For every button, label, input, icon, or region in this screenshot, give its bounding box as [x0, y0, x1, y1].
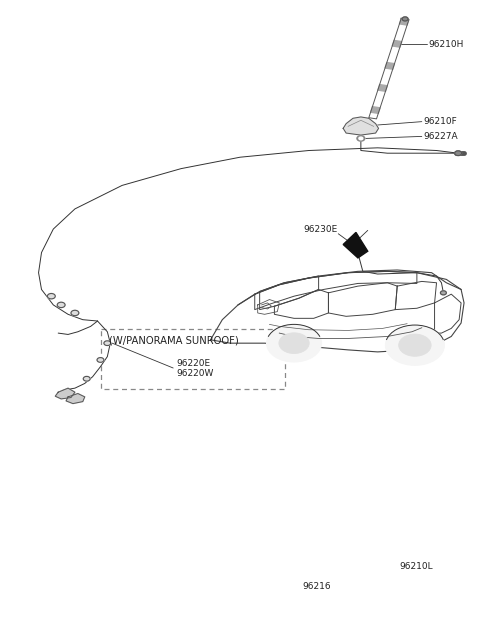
Polygon shape	[250, 548, 338, 582]
Polygon shape	[374, 95, 384, 102]
Circle shape	[441, 291, 446, 295]
Text: 96220E: 96220E	[176, 359, 210, 368]
Circle shape	[97, 358, 104, 362]
Circle shape	[385, 325, 444, 365]
Polygon shape	[343, 232, 368, 258]
Circle shape	[399, 334, 431, 356]
Circle shape	[254, 584, 262, 590]
Circle shape	[256, 585, 260, 588]
Text: 96210L: 96210L	[399, 562, 433, 571]
Circle shape	[83, 376, 90, 381]
Circle shape	[359, 137, 363, 140]
Circle shape	[279, 333, 309, 353]
Circle shape	[57, 302, 65, 308]
Circle shape	[71, 310, 79, 316]
Polygon shape	[389, 51, 398, 58]
Polygon shape	[343, 117, 379, 135]
Text: 96230E: 96230E	[304, 224, 338, 234]
Bar	[101, 329, 285, 389]
Polygon shape	[371, 107, 380, 113]
Text: 96210H: 96210H	[429, 40, 464, 49]
Polygon shape	[382, 74, 391, 80]
Circle shape	[104, 341, 111, 345]
Circle shape	[357, 136, 365, 141]
Polygon shape	[399, 19, 409, 25]
Text: 96220W: 96220W	[176, 369, 214, 378]
Polygon shape	[55, 388, 75, 399]
Polygon shape	[392, 40, 402, 47]
Circle shape	[455, 151, 462, 156]
Circle shape	[48, 293, 55, 299]
Text: (W/PANORAMA SUNROOF): (W/PANORAMA SUNROOF)	[108, 335, 239, 345]
Circle shape	[266, 324, 322, 362]
Text: 96227A: 96227A	[424, 132, 458, 141]
Text: 96216: 96216	[302, 582, 331, 591]
Circle shape	[402, 17, 408, 21]
Polygon shape	[385, 63, 395, 69]
Polygon shape	[66, 394, 85, 404]
Polygon shape	[378, 84, 387, 91]
Polygon shape	[396, 29, 405, 36]
Text: 96210F: 96210F	[424, 117, 457, 126]
